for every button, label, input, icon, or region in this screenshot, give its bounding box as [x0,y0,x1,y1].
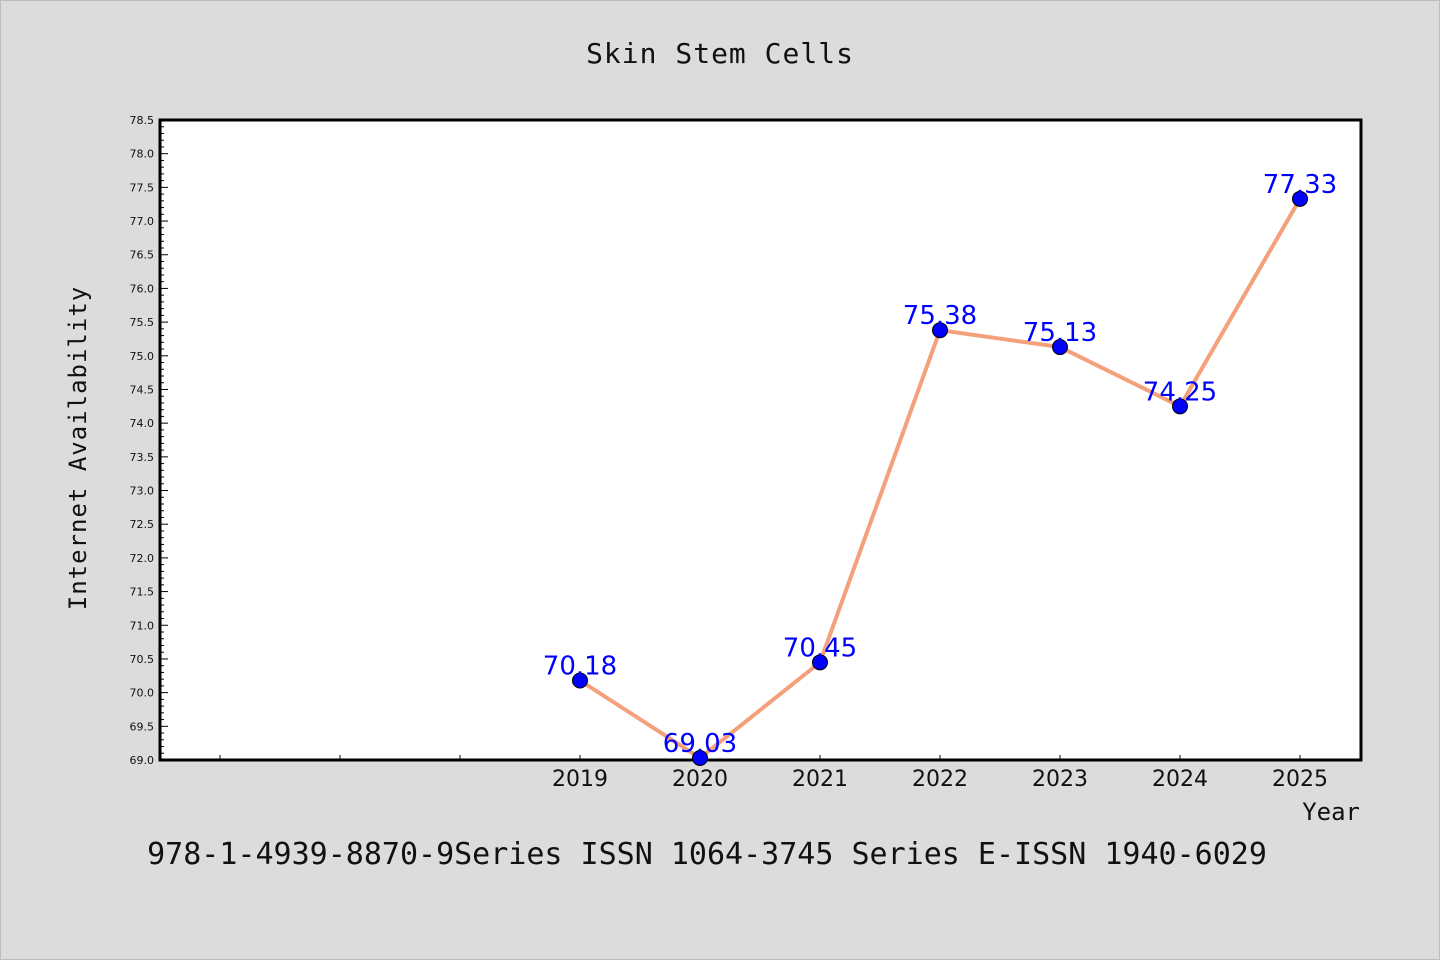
data-point [1172,398,1188,415]
y-tick-label: 77.5 [130,181,155,194]
y-tick-label: 75.0 [130,350,155,363]
x-tick-label: 2023 [1032,767,1088,792]
data-label: 69.03 [663,729,737,759]
y-tick-label: 74.0 [130,417,155,430]
y-tick-label: 73.0 [130,485,155,498]
x-tick-label: 2024 [1152,767,1208,792]
data-label: 75.13 [1023,318,1097,348]
x-axis-label: Year [1302,798,1360,826]
x-tick-label: 2020 [672,767,728,792]
y-tick-label: 78.0 [130,148,155,161]
y-axis-ticks: 69.0 69.5 70.0 70.5 71.0 71.5 72.0 72.5 73.0 73.5… [130,114,168,767]
y-tick-label: 76.5 [130,249,155,262]
data-label: 70.45 [783,633,857,663]
plot-area [158,118,1363,762]
y-tick-label: 70.0 [130,687,155,700]
data-point [692,749,708,766]
footer-text: 978-1-4939-8870-9Series ISSN 1064-3745 S… [147,837,1267,872]
y-tick-label: 78.5 [130,114,155,127]
x-tick-label: 2021 [792,767,848,792]
x-axis-ticks: 2019 2020 2021 2022 2023 2024 2025 [219,755,1328,792]
y-axis-label: Internet Availability [64,286,92,610]
chart-title: Skin Stem Cells [586,37,854,70]
y-tick-label: 71.5 [130,586,155,599]
y-tick-label: 72.0 [130,552,155,565]
data-label: 75.38 [903,301,977,331]
x-tick-label: 2025 [1272,767,1328,792]
data-label-group: 70.18 69.03 70.45 75.38 75.13 74.25 77.33 [543,170,1337,759]
y-tick-label: 73.5 [130,451,155,464]
series-group [572,190,1308,766]
data-label: 74.25 [1143,377,1217,407]
y-tick-label: 69.5 [130,720,155,733]
y-tick-label: 74.5 [130,383,155,396]
y-tick-label: 69.0 [130,754,155,767]
y-tick-label: 70.5 [130,653,155,666]
data-point [1052,339,1068,356]
data-point [812,654,828,671]
y-tick-label: 72.5 [130,518,155,531]
y-tick-label: 76.0 [130,282,155,295]
data-point [932,322,948,339]
y-tick-label: 71.0 [130,619,155,632]
data-point [1292,190,1308,207]
x-tick-label: 2022 [912,767,968,792]
x-tick-label: 2019 [552,767,608,792]
y-tick-label: 75.5 [130,316,155,329]
data-point [572,672,588,689]
y-tick-label: 77.0 [130,215,155,228]
data-label: 70.18 [543,652,617,682]
data-label: 77.33 [1263,170,1337,200]
